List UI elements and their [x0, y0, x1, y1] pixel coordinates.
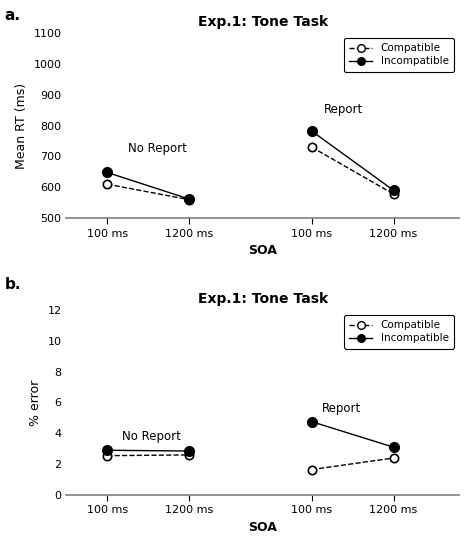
- Text: No Report: No Report: [122, 430, 181, 443]
- Text: b.: b.: [5, 277, 21, 292]
- Legend: Compatible, Incompatible: Compatible, Incompatible: [344, 38, 454, 72]
- X-axis label: SOA: SOA: [248, 521, 277, 534]
- Y-axis label: Mean RT (ms): Mean RT (ms): [15, 82, 28, 169]
- Text: a.: a.: [5, 8, 21, 23]
- X-axis label: SOA: SOA: [248, 244, 277, 257]
- Legend: Compatible, Incompatible: Compatible, Incompatible: [344, 315, 454, 349]
- Text: Report: Report: [321, 402, 361, 414]
- Title: Exp.1: Tone Task: Exp.1: Tone Task: [198, 15, 328, 29]
- Text: Report: Report: [324, 103, 363, 116]
- Title: Exp.1: Tone Task: Exp.1: Tone Task: [198, 292, 328, 306]
- Text: No Report: No Report: [128, 142, 187, 155]
- Y-axis label: % error: % error: [29, 379, 42, 425]
